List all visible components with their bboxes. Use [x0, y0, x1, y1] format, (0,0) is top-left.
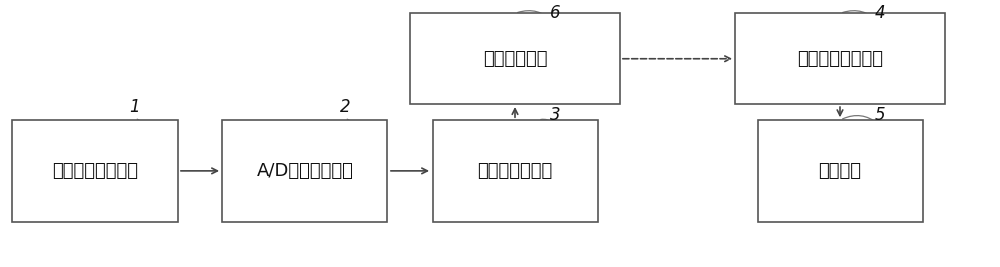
FancyBboxPatch shape	[735, 13, 945, 104]
Text: 3: 3	[550, 106, 560, 124]
Text: 4: 4	[875, 4, 885, 22]
Text: 5: 5	[875, 106, 885, 124]
FancyBboxPatch shape	[410, 13, 620, 104]
Text: 6: 6	[550, 4, 560, 22]
FancyBboxPatch shape	[12, 120, 178, 222]
FancyBboxPatch shape	[758, 120, 922, 222]
Text: 1: 1	[130, 98, 140, 116]
Text: 光电转换信号模块: 光电转换信号模块	[52, 162, 138, 180]
FancyBboxPatch shape	[432, 120, 598, 222]
Text: A/D数字转换模块: A/D数字转换模块	[257, 162, 353, 180]
FancyBboxPatch shape	[222, 120, 387, 222]
Text: 控制信号输出模块: 控制信号输出模块	[797, 50, 883, 68]
Text: 数字滤波器模块: 数字滤波器模块	[477, 162, 553, 180]
Text: 2: 2	[340, 98, 350, 116]
Text: 智能控制模块: 智能控制模块	[483, 50, 547, 68]
Text: 光源模块: 光源模块	[818, 162, 862, 180]
